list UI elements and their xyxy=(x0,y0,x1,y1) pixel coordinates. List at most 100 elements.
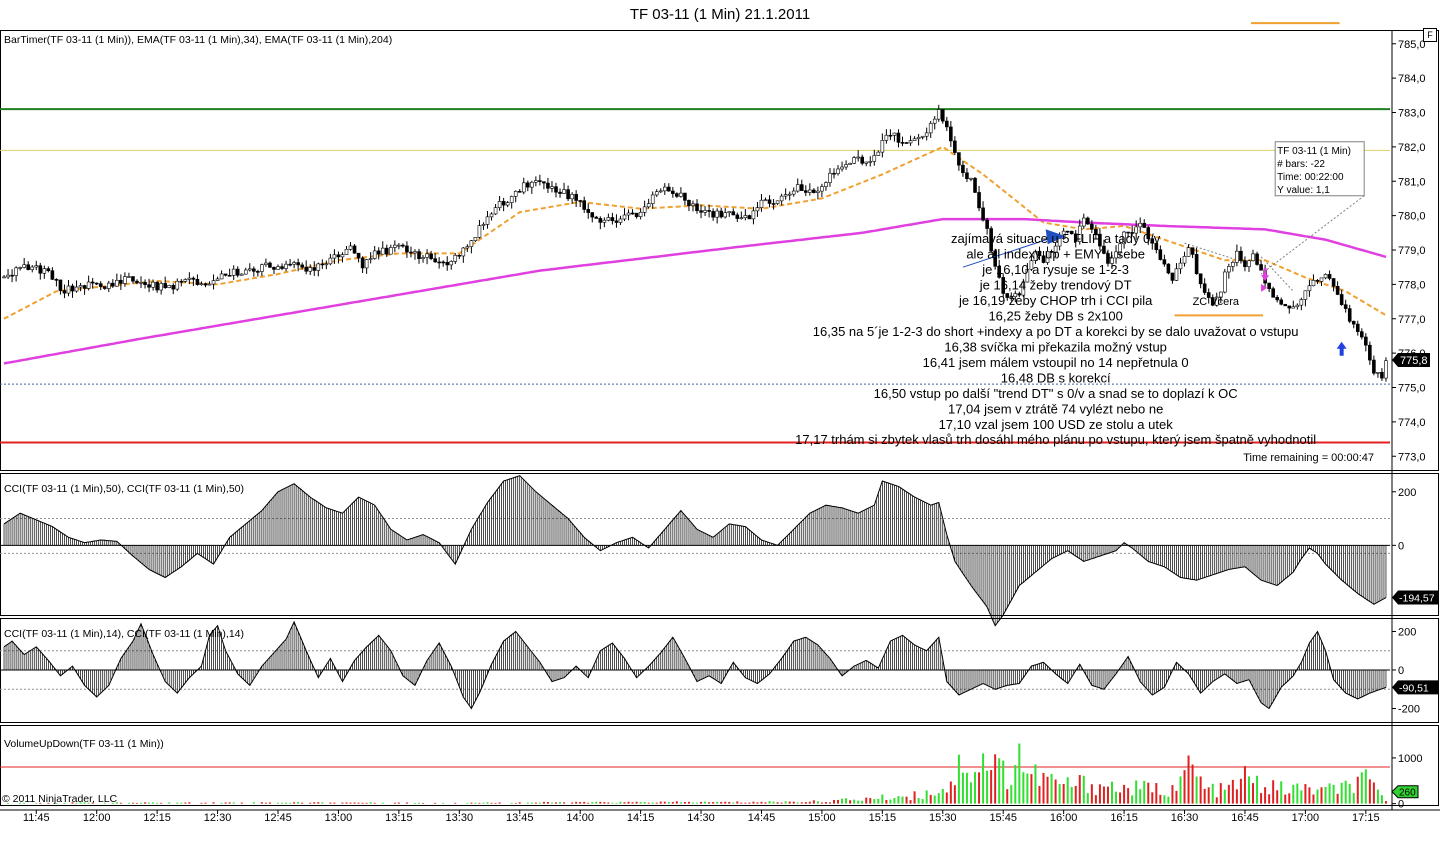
candle-body xyxy=(348,245,353,250)
candle-body xyxy=(1275,297,1279,301)
candle-body xyxy=(1311,279,1316,287)
candle-body xyxy=(820,186,824,192)
time-tick-label: 16:45 xyxy=(1231,812,1259,824)
candle-body xyxy=(489,213,494,218)
time-tick-label: 12:00 xyxy=(83,812,111,824)
candle-body xyxy=(1384,360,1388,379)
candle-body xyxy=(602,219,607,223)
candle-body xyxy=(570,194,574,200)
tooltip-line: Time: 00:22:00 xyxy=(1277,172,1344,183)
candle-body xyxy=(864,161,869,164)
candle-body xyxy=(380,247,385,255)
candle-body xyxy=(1182,256,1187,264)
candle-body xyxy=(1061,230,1066,239)
cci50-indicator-label: CCI(TF 03-11 (1 Min),50), CCI(TF 03-11 (… xyxy=(4,483,244,495)
candle-body xyxy=(304,266,309,272)
candle-body xyxy=(151,281,155,288)
candle-body xyxy=(582,200,587,210)
candle-body xyxy=(203,283,208,286)
candle-body xyxy=(719,210,723,218)
candle-body xyxy=(175,280,180,290)
candle-body xyxy=(1194,254,1199,275)
cci14-line xyxy=(3,620,1387,710)
candle-body xyxy=(908,140,913,144)
candle-body xyxy=(1174,268,1179,281)
annotation-line: 17,04 jsem v ztrátě 74 vylézt nebo ne xyxy=(948,401,1163,416)
candle-body xyxy=(340,254,345,258)
candle-body xyxy=(1065,230,1070,233)
candle-body xyxy=(227,274,232,277)
candle-body xyxy=(239,273,244,276)
candle-body xyxy=(562,189,566,194)
candle-body xyxy=(368,258,373,260)
candle-body xyxy=(1291,306,1296,309)
time-tick-label: 14:45 xyxy=(748,812,776,824)
candle-body xyxy=(276,266,280,270)
candle-body xyxy=(550,186,554,189)
candle-body xyxy=(26,264,31,270)
candle-body xyxy=(1283,303,1288,307)
candle-body xyxy=(372,250,377,259)
volume-indicator-label: VolumeUpDown(TF 03-11 (1 Min)) xyxy=(4,738,164,750)
candle-body xyxy=(997,266,1001,278)
candle-body xyxy=(896,132,901,143)
last-price-tag xyxy=(1392,353,1430,367)
candle-body xyxy=(1134,226,1138,234)
candle-body xyxy=(1315,279,1320,282)
candle-body xyxy=(493,207,498,215)
candle-body xyxy=(54,279,59,281)
candle-body xyxy=(247,268,252,271)
annotation-line: zajímavá situace u 5 FLIP a tady 0/v xyxy=(951,231,1161,246)
time-tick-label: 12:15 xyxy=(143,812,171,824)
annotation-line: je 16,19 žeby CHOP trh i CCI pila xyxy=(958,293,1153,308)
candle-body xyxy=(328,257,333,265)
candle-body xyxy=(812,189,816,193)
candle-body xyxy=(642,206,647,213)
price-indicator-label: BarTimer(TF 03-11 (1 Min)), EMA(TF 03-11… xyxy=(4,34,392,46)
candle-body xyxy=(1335,286,1340,295)
candle-body xyxy=(759,199,764,208)
candle-body xyxy=(892,132,897,136)
candle-body xyxy=(465,246,470,249)
cci14-last-tag xyxy=(1392,680,1438,695)
candle-body xyxy=(880,140,885,153)
format-button[interactable]: F xyxy=(1423,28,1437,42)
candle-body xyxy=(566,189,570,200)
candle-body xyxy=(747,215,752,220)
candle-body xyxy=(743,215,748,219)
candle-body xyxy=(1001,277,1006,294)
candle-body xyxy=(542,181,546,184)
candle-body xyxy=(1235,250,1239,263)
candle-body xyxy=(1037,250,1042,257)
candle-body xyxy=(183,279,188,282)
candle-body xyxy=(675,193,679,197)
annotation-line: ale all indexy up + EMY u sebe xyxy=(966,247,1145,262)
candle-body xyxy=(1090,223,1094,230)
candle-body xyxy=(324,263,329,266)
candle-body xyxy=(171,285,176,290)
candle-body xyxy=(961,164,965,174)
candle-body xyxy=(884,134,889,141)
annotation-line: 16,48 DB s korekcí xyxy=(1001,370,1111,385)
time-tick-label: 14:15 xyxy=(627,812,655,824)
signal-marker-up-arrow xyxy=(1336,341,1347,356)
time-tick-label: 13:30 xyxy=(446,812,474,824)
candle-body xyxy=(46,268,51,272)
candle-body xyxy=(610,217,615,222)
volume-panel: VolumeUpDown(TF 03-11 (1 Min)) © 2011 Nin… xyxy=(0,738,1422,811)
ema-series-204 xyxy=(3,217,1387,365)
candle-body xyxy=(1162,259,1167,265)
candle-body xyxy=(985,219,989,229)
candle-body xyxy=(1372,359,1376,374)
candle-body xyxy=(578,200,582,202)
candle-body xyxy=(614,220,619,223)
candle-body xyxy=(58,279,63,291)
candle-body xyxy=(264,262,268,266)
candle-body xyxy=(256,271,260,273)
candle-body xyxy=(1013,293,1018,297)
candle-body xyxy=(1339,294,1344,305)
candle-body xyxy=(1025,268,1030,283)
candle-body xyxy=(916,137,921,140)
candle-body xyxy=(86,281,91,289)
candle-body xyxy=(1146,227,1151,240)
